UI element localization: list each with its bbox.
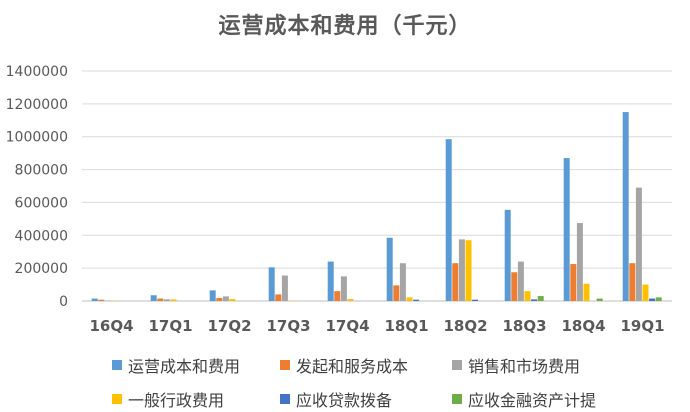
bar-chart: 0 200000 400000 600000 800000 1000000 1200000 1… <box>6 64 672 335</box>
bars <box>91 112 662 301</box>
legend-item: 发起和服务成本 <box>280 353 408 377</box>
y-tick-label: 0 <box>59 294 68 310</box>
legend-item: 应收贷款拨备 <box>280 387 392 411</box>
bar-18Q3-series-1 <box>504 209 511 301</box>
bar-18Q3-series-5 <box>531 299 538 301</box>
y-tick-label: 800000 <box>15 163 68 179</box>
bar-19Q1-series-4 <box>642 284 649 301</box>
bar-19Q1-series-3 <box>635 187 642 301</box>
bar-19Q1-series-5 <box>649 298 656 301</box>
legend-label: 销售和市场费用 <box>468 357 581 376</box>
bar-17Q2-series-1 <box>209 290 216 301</box>
bar-17Q1-series-3 <box>163 299 170 301</box>
x-tick-label: 18Q4 <box>561 317 605 335</box>
y-tick-label: 1200000 <box>6 97 68 113</box>
bar-18Q4-series-3 <box>576 222 583 301</box>
bar-18Q1-series-3 <box>399 263 406 301</box>
chart-title: 运营成本和费用（千元） <box>218 14 472 39</box>
y-tick-label: 200000 <box>15 261 68 277</box>
bar-17Q2-series-3 <box>222 296 229 301</box>
legend-label: 应收贷款拨备 <box>296 391 393 410</box>
bar-17Q4-series-4 <box>347 299 354 301</box>
bar-18Q2-series-3 <box>458 239 465 301</box>
legend-swatch <box>452 394 462 404</box>
x-axis-ticks: 16Q4 17Q1 17Q2 17Q3 17Q4 18Q1 18Q2 18Q3 18Q4 19Q1 <box>89 317 664 335</box>
x-tick-label: 17Q1 <box>148 317 192 335</box>
bar-19Q1-series-1 <box>622 112 629 301</box>
legend-swatch <box>280 360 290 370</box>
bar-18Q2-series-1 <box>445 139 452 301</box>
x-tick-label: 17Q3 <box>266 317 310 335</box>
bar-17Q2-series-2 <box>216 298 223 301</box>
x-tick-label: 17Q2 <box>207 317 251 335</box>
legend-swatch <box>452 360 462 370</box>
y-axis-ticks: 0 200000 400000 600000 800000 1000000 1200000 1… <box>6 64 68 310</box>
legend-swatch <box>280 394 290 404</box>
bar-18Q4-series-4 <box>583 283 590 301</box>
bar-17Q3-series-3 <box>281 275 288 301</box>
bar-18Q1-series-5 <box>413 299 420 301</box>
bar-18Q2-series-2 <box>452 263 459 301</box>
bar-19Q1-series-2 <box>629 263 636 301</box>
legend-swatch <box>112 394 122 404</box>
x-tick-label: 16Q4 <box>89 317 133 335</box>
bar-17Q3-series-2 <box>275 294 282 301</box>
legend-label: 发起和服务成本 <box>296 357 409 376</box>
bar-18Q4-series-1 <box>563 158 570 301</box>
x-tick-label: 18Q3 <box>502 317 546 335</box>
bar-16Q4-series-2 <box>98 299 105 301</box>
y-tick-label: 400000 <box>15 228 68 244</box>
legend-label: 一般行政费用 <box>128 391 225 410</box>
bar-18Q1-series-1 <box>386 237 393 301</box>
bar-18Q3-series-2 <box>511 272 518 301</box>
bar-17Q4-series-2 <box>334 291 341 301</box>
bar-17Q2-series-4 <box>229 299 236 301</box>
y-tick-label: 1400000 <box>6 64 68 80</box>
x-tick-label: 17Q4 <box>325 317 369 335</box>
legend-item: 应收金融资产计提 <box>452 387 596 411</box>
bar-17Q3-series-1 <box>268 267 275 301</box>
legend-swatch <box>112 360 122 370</box>
bar-17Q4-series-3 <box>340 276 347 301</box>
bar-18Q4-series-6 <box>596 298 603 301</box>
bar-18Q2-series-5 <box>472 299 479 301</box>
bar-18Q1-series-4 <box>406 297 413 301</box>
bar-17Q1-series-2 <box>157 298 164 301</box>
legend-item: 运营成本和费用 <box>112 353 240 377</box>
bar-18Q2-series-4 <box>465 240 472 301</box>
gridlines <box>82 70 672 302</box>
y-tick-label: 1000000 <box>6 130 68 146</box>
y-tick-label: 600000 <box>15 195 68 211</box>
bar-18Q3-series-4 <box>524 291 531 301</box>
legend-label: 运营成本和费用 <box>128 357 241 376</box>
legend-label: 应收金融资产计提 <box>468 391 597 410</box>
bar-19Q1-series-6 <box>655 297 662 301</box>
x-tick-label: 18Q1 <box>384 317 428 335</box>
legend-item: 一般行政费用 <box>112 387 224 411</box>
bar-17Q1-series-1 <box>150 295 157 301</box>
bar-17Q1-series-4 <box>170 299 177 301</box>
bar-18Q3-series-3 <box>517 261 524 301</box>
bar-18Q1-series-2 <box>393 285 400 301</box>
x-tick-label: 19Q1 <box>620 317 664 335</box>
bar-18Q4-series-2 <box>570 264 577 301</box>
bar-18Q3-series-6 <box>537 296 544 301</box>
x-tick-label: 18Q2 <box>443 317 487 335</box>
bar-16Q4-series-1 <box>91 298 98 301</box>
legend-item: 销售和市场费用 <box>452 353 580 377</box>
bar-17Q4-series-1 <box>327 261 334 301</box>
